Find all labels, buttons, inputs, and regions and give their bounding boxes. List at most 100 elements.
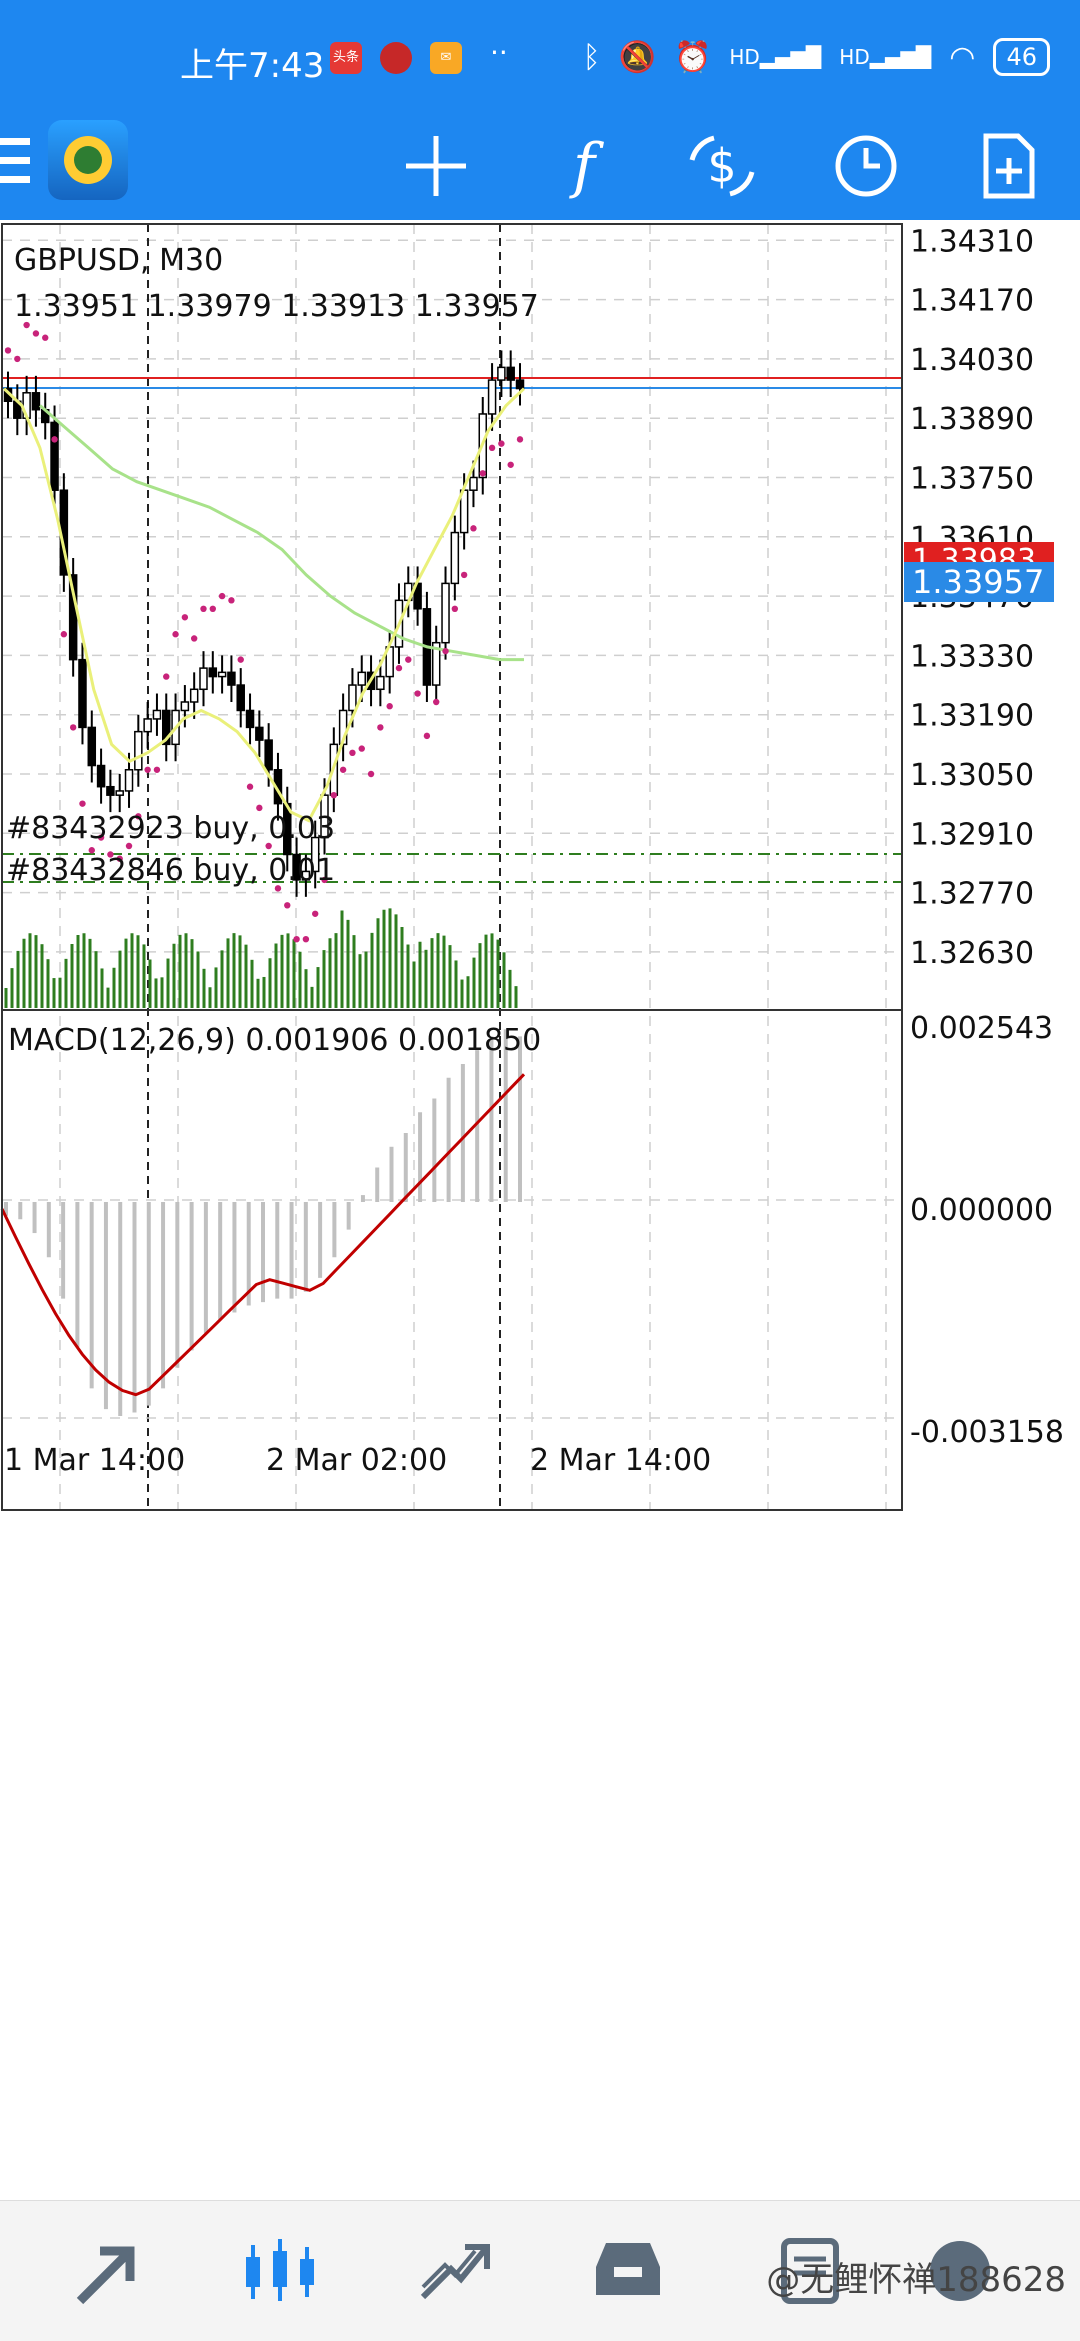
- candle-body: [106, 785, 115, 796]
- quotes-tab-icon[interactable]: [70, 2231, 150, 2311]
- app-logo[interactable]: [48, 120, 128, 200]
- sar-dot: [135, 813, 142, 820]
- sar-dot: [488, 444, 496, 452]
- sar-dot: [144, 766, 151, 773]
- sar-dot: [107, 851, 114, 858]
- candle-body: [310, 836, 320, 873]
- chart-tab-icon[interactable]: [240, 2231, 320, 2311]
- candle-body: [68, 574, 78, 661]
- messages-tab-icon[interactable]: [770, 2231, 850, 2311]
- candle-body: [115, 790, 124, 796]
- watermark-text: @无鲤怀禅188628: [766, 2260, 1066, 2300]
- bottom-navigation: [0, 2200, 1080, 2341]
- price-chart[interactable]: GBPUSD, M30 1.33951 1.33979 1.33913 1.33…: [0, 165, 1080, 2200]
- sar-dot: [302, 935, 310, 943]
- sar-dot: [4, 347, 12, 354]
- sar-dot: [414, 690, 421, 697]
- time-label-1: 1 Mar 14:00: [4, 1443, 185, 1478]
- price-tick-label: 1.32630: [910, 936, 1034, 971]
- candle-body: [515, 379, 525, 390]
- status-icons: ᛒ 🔕 ⏰ HD▂▄▆█ HD▂▄▆█ ◠ 46: [583, 34, 1050, 80]
- new-order-icon[interactable]: [972, 130, 1044, 202]
- price-tick-label: 1.33050: [910, 758, 1034, 793]
- chart-toolbar: f $: [0, 110, 1080, 220]
- trade-icon[interactable]: $: [686, 130, 758, 202]
- candle-body: [506, 366, 515, 381]
- macd-tick-bottom: -0.003158: [910, 1415, 1064, 1450]
- candle-body: [450, 531, 460, 585]
- chart-canvas[interactable]: GBPUSD, M30 1.33951 1.33979 1.33913 1.33…: [0, 165, 1080, 2200]
- clock-time: 上午7:43: [180, 46, 325, 86]
- trade-tab-icon[interactable]: [415, 2231, 495, 2311]
- clock-icon[interactable]: [830, 130, 902, 202]
- candle-body: [143, 718, 152, 733]
- sar-dot: [218, 592, 226, 600]
- time-label-2: 2 Mar 02:00: [266, 1443, 447, 1478]
- candle-body: [189, 688, 199, 703]
- price-tick-label: 1.34310: [910, 224, 1034, 259]
- candle-body: [208, 667, 218, 678]
- chart-frame: [1, 223, 903, 1511]
- candle-body: [487, 379, 497, 415]
- candle-body: [431, 641, 441, 686]
- sar-dot: [460, 571, 468, 579]
- time-label-3: 2 Mar 14:00: [530, 1443, 711, 1478]
- candle-body: [180, 701, 190, 712]
- candle-body: [162, 709, 171, 746]
- status-bar: 上午7:43 头条 ✉ ·· ᛒ 🔕 ⏰ HD▂▄▆█ HD▂▄▆█ ◠ 46: [0, 0, 1080, 110]
- candle-body: [264, 739, 273, 771]
- sar-dot: [42, 334, 49, 341]
- sar-dot: [60, 631, 68, 638]
- sar-dot: [51, 436, 58, 443]
- sar-dot: [97, 834, 105, 841]
- candle-body: [469, 476, 478, 491]
- sar-dot: [246, 783, 254, 790]
- price-tick-label: 1.33330: [910, 639, 1034, 674]
- settings-tab-icon[interactable]: [920, 2231, 1000, 2311]
- news-badge-icon: 头条: [330, 42, 362, 74]
- candle-body: [78, 658, 87, 729]
- sar-dot: [125, 842, 133, 850]
- candle-body: [236, 684, 245, 712]
- candle-body: [87, 726, 97, 767]
- sar-dot: [470, 525, 477, 532]
- sar-dot: [153, 766, 161, 773]
- price-tick-label: 1.34030: [910, 343, 1034, 378]
- candle-body: [348, 684, 357, 712]
- macd-tick-zero: 0.000000: [910, 1193, 1053, 1228]
- logo-mark-icon: [64, 136, 112, 184]
- candle-body: [497, 366, 506, 381]
- sar-dot: [433, 698, 440, 706]
- macd-label: MACD(12,26,9) 0.001906 0.001850: [8, 1023, 541, 1058]
- sar-dot: [516, 436, 524, 443]
- sar-dot: [386, 703, 393, 710]
- candle-body: [301, 870, 311, 881]
- function-icon[interactable]: f: [572, 131, 596, 201]
- sar-dot: [498, 440, 505, 447]
- sar-dot: [265, 842, 272, 850]
- price-tick-label: 1.32770: [910, 877, 1034, 912]
- price-tick-label: 1.33890: [910, 402, 1034, 437]
- candle-body: [134, 730, 143, 771]
- sar-dot: [451, 605, 459, 613]
- crosshair-icon[interactable]: [400, 130, 472, 202]
- order-label-2: #83432846 buy, 0.01: [6, 853, 335, 888]
- sar-dot: [256, 804, 263, 812]
- macd-tick-top: 0.002543: [910, 1011, 1053, 1046]
- sar-dot: [423, 732, 431, 740]
- menu-icon[interactable]: [0, 138, 30, 194]
- price-tick-label: 1.34170: [910, 284, 1034, 319]
- history-tab-icon[interactable]: [588, 2231, 668, 2311]
- sar-dot: [479, 470, 486, 477]
- sar-dot: [395, 664, 403, 672]
- sar-dot: [88, 847, 95, 854]
- order-label-1: #83432923 buy, 0.03: [6, 811, 335, 846]
- ohlc-label: 1.33951 1.33979 1.33913 1.33957: [14, 289, 539, 324]
- price-tick-label: 1.33190: [910, 699, 1034, 734]
- candle-body: [31, 392, 41, 411]
- sar-dot: [293, 935, 300, 943]
- mute-icon: 🔕: [618, 39, 656, 75]
- candle-body: [357, 671, 366, 686]
- sar-dot: [358, 745, 365, 752]
- symbol-label: GBPUSD, M30: [14, 243, 223, 278]
